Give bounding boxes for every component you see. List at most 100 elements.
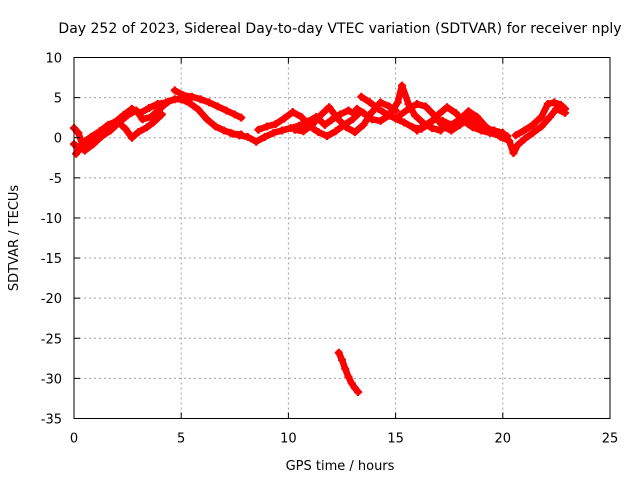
data-point (290, 125, 299, 134)
y-axis-label: SDTVAR / TECUs (7, 185, 22, 292)
data-point (383, 110, 392, 119)
series-sat-d (170, 86, 246, 122)
data-point (421, 120, 430, 129)
data-point (147, 112, 156, 121)
data-point (252, 137, 261, 146)
data-point (556, 100, 565, 109)
data-point (74, 128, 83, 137)
data-point (413, 100, 422, 109)
data-point (550, 98, 559, 107)
data-point (560, 104, 569, 113)
data-point (299, 127, 308, 136)
y-tick-label: -20 (41, 292, 62, 307)
data-point (325, 103, 334, 112)
x-tick-label: 0 (70, 432, 78, 447)
data-point (138, 115, 147, 124)
data-point (235, 131, 244, 140)
data-point (344, 372, 353, 381)
data-point (196, 95, 205, 104)
data-point (398, 81, 407, 90)
data-point (104, 120, 113, 129)
data-point (374, 104, 383, 113)
data-point (513, 140, 522, 149)
data-point (320, 120, 329, 129)
data-point (505, 136, 514, 145)
data-point (368, 115, 377, 124)
data-point (464, 114, 473, 123)
x-tick-label: 25 (602, 432, 619, 447)
x-tick-label: 5 (177, 432, 185, 447)
data-point (368, 108, 377, 117)
data-point (271, 120, 280, 129)
data-point (80, 146, 89, 155)
data-point (134, 128, 143, 137)
data-point (359, 108, 368, 117)
data-point (145, 104, 154, 113)
y-tick-label: -25 (41, 332, 62, 347)
data-point (106, 126, 115, 135)
data-point (222, 106, 231, 115)
data-point (490, 128, 499, 137)
plot-frame (73, 57, 611, 419)
data-point (338, 355, 346, 364)
data-point (438, 116, 447, 125)
data-point (341, 364, 350, 373)
data-point (78, 138, 87, 147)
data-point (443, 103, 452, 112)
data-point (481, 122, 490, 131)
data-point (421, 102, 430, 111)
data-point (288, 108, 297, 117)
data-point (262, 122, 271, 131)
data-point (316, 111, 325, 120)
data-point (473, 112, 482, 121)
data-point (354, 388, 363, 397)
data-point (237, 113, 246, 122)
data-point (348, 115, 357, 124)
data-point (179, 91, 188, 100)
data-point (376, 98, 385, 107)
data-point (404, 104, 413, 113)
data-point (498, 133, 507, 142)
data-point (170, 86, 179, 95)
y-tick-label: -10 (41, 212, 62, 227)
data-point (205, 98, 214, 107)
data-point (132, 106, 141, 115)
data-point (185, 99, 194, 108)
data-point (277, 126, 286, 135)
series-sat-c (72, 110, 166, 158)
y-tick-label: 5 (54, 92, 62, 107)
data-point (269, 128, 278, 137)
data-point (393, 98, 402, 107)
data-point (226, 128, 235, 137)
data-point (357, 92, 366, 101)
data-point (511, 131, 520, 140)
data-point (149, 118, 158, 127)
data-point (187, 92, 196, 101)
data-point (451, 108, 460, 117)
data-point (543, 100, 552, 109)
data-point (254, 125, 263, 134)
data-point (95, 127, 104, 136)
y-tick-label: -30 (41, 372, 62, 387)
data-point (376, 116, 385, 125)
y-tick-label: 10 (45, 52, 62, 67)
data-point (413, 126, 422, 135)
data-point (260, 132, 269, 141)
data-point (528, 120, 537, 129)
data-point (468, 123, 477, 132)
x-tick-label: 10 (280, 432, 297, 447)
series-trace (499, 105, 569, 157)
data-point (87, 132, 96, 141)
chart-title: Day 252 of 2023, Sidereal Day-to-day VTE… (58, 21, 621, 37)
data-point (350, 384, 359, 393)
series-sat-k (413, 107, 505, 141)
data-point (230, 110, 239, 119)
axis-ticks: 0 5 10 15 20 25 10 5 0 -5 -10 -15 -20 -25 -30 -35 (41, 52, 619, 447)
data-point (447, 120, 456, 129)
data-point (334, 348, 343, 357)
data-point (112, 116, 121, 125)
data-point (408, 123, 417, 132)
y-tick-label: -35 (41, 413, 62, 428)
data-point (455, 115, 464, 124)
